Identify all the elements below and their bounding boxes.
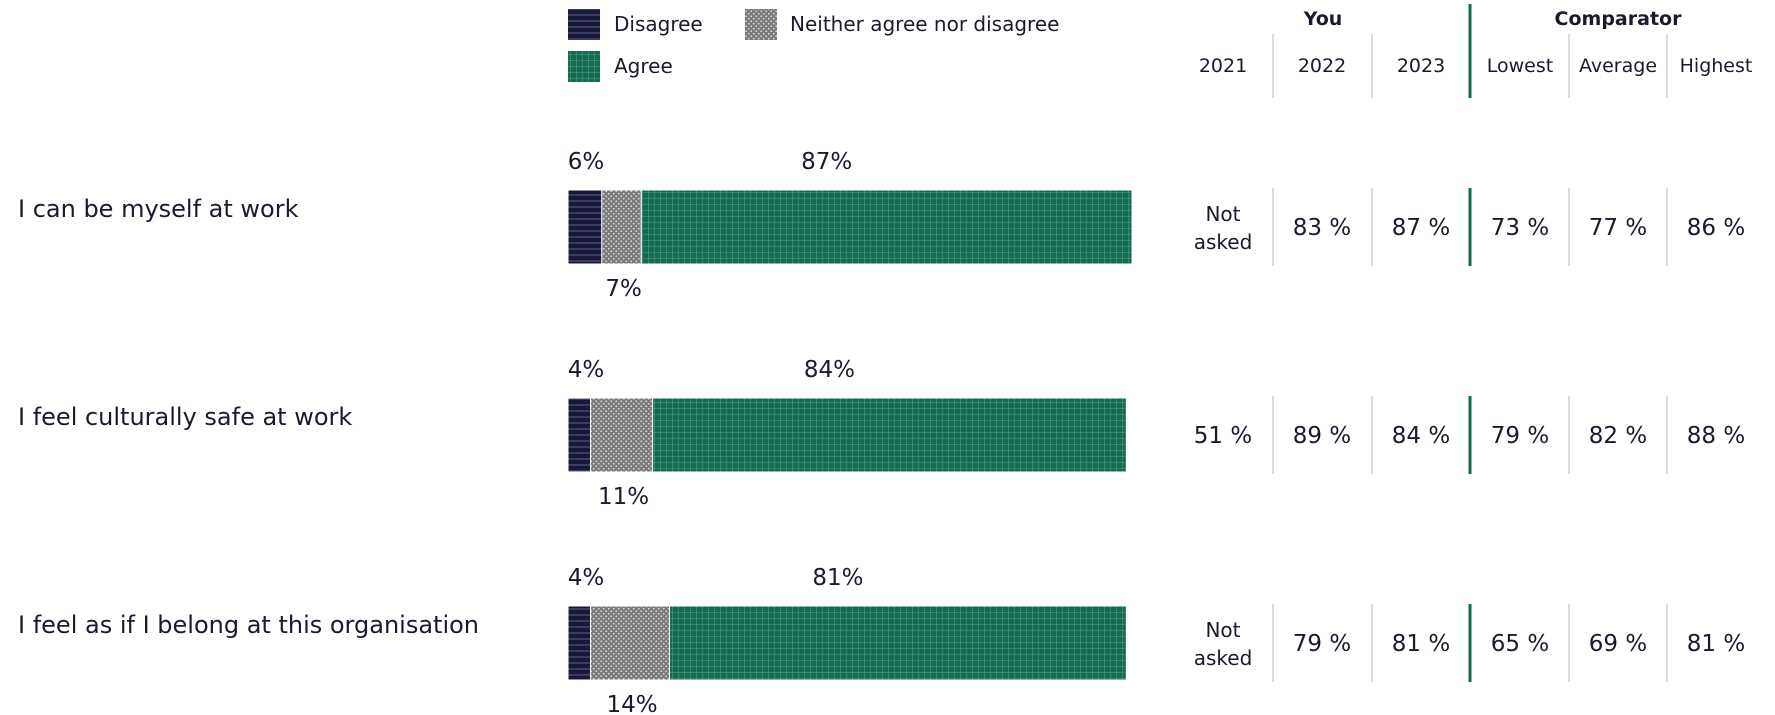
table-cell-y2021: 51 % [1194, 423, 1252, 449]
legend-swatch-disagree [568, 9, 600, 40]
table-cell-lowest: 65 % [1491, 631, 1549, 657]
table-cell-average: 69 % [1589, 631, 1647, 657]
data-label-neither: 14% [606, 692, 657, 715]
data-label-agree: 87% [801, 149, 852, 175]
data-label-neither: 7% [605, 276, 642, 302]
table-cell-y2022: 83 % [1293, 215, 1351, 241]
data-label-neither: 11% [598, 484, 649, 510]
bar-segment-agree [669, 605, 1127, 681]
header-col-highest: Highest [1680, 55, 1753, 77]
header-col-lowest: Lowest [1487, 55, 1553, 77]
table-cell-y2023: 84 % [1392, 423, 1450, 449]
chart-rows: I can be myself at work 6% 87% 7% Not asked 83… [18, 149, 1745, 715]
row-label: I can be myself at work [18, 195, 299, 223]
table-cell-highest: 86 % [1687, 215, 1745, 241]
bar-segment-neither [590, 397, 654, 473]
bar-segment-agree [652, 397, 1127, 473]
table-cell-y2023: 87 % [1392, 215, 1450, 241]
table-cell-lowest: 73 % [1491, 215, 1549, 241]
table-cell-not-asked: asked [1194, 230, 1253, 254]
data-label-agree: 84% [804, 357, 855, 383]
table-cell-not-asked: Not [1205, 618, 1240, 642]
table-cell-y2022: 79 % [1293, 631, 1351, 657]
bar-segment-neither [601, 189, 642, 265]
header-col-2021: 2021 [1199, 55, 1247, 77]
header-col-2023: 2023 [1397, 55, 1445, 77]
header-comparator: Comparator [1555, 8, 1683, 30]
table-cell-average: 77 % [1589, 215, 1647, 241]
header-col-average: Average [1579, 55, 1657, 77]
table-cell-not-asked: asked [1194, 646, 1253, 670]
row-label: I feel culturally safe at work [18, 403, 352, 431]
data-label-disagree: 4% [568, 565, 605, 591]
legend-label-disagree: Disagree [614, 12, 703, 36]
table-cell-y2022: 89 % [1293, 423, 1351, 449]
bar-segment-disagree [567, 189, 603, 265]
bar-segment-neither [590, 605, 671, 681]
bar-segment-agree [640, 189, 1133, 265]
header-col-2022: 2022 [1298, 55, 1346, 77]
table-cell-y2023: 81 % [1392, 631, 1450, 657]
legend: Disagree Neither agree nor disagree Agre… [568, 9, 1059, 82]
row-label: I feel as if I belong at this organisati… [18, 611, 479, 639]
data-label-disagree: 4% [568, 357, 605, 383]
legend-label-neither: Neither agree nor disagree [790, 12, 1059, 36]
data-label-agree: 81% [812, 565, 863, 591]
header-you: You [1303, 8, 1343, 30]
bar-segment-disagree [567, 605, 592, 681]
legend-swatch-agree [568, 51, 600, 82]
table-header: You Comparator 2021 2022 2023 Lowest Ave… [1199, 4, 1753, 98]
data-label-disagree: 6% [568, 149, 605, 175]
bar-segment-disagree [567, 397, 592, 473]
table-cell-highest: 81 % [1687, 631, 1745, 657]
legend-swatch-neither [745, 9, 777, 40]
legend-label-agree: Agree [614, 54, 673, 78]
table-cell-not-asked: Not [1205, 202, 1240, 226]
table-cell-lowest: 79 % [1491, 423, 1549, 449]
table-cell-highest: 88 % [1687, 423, 1745, 449]
table-cell-average: 82 % [1589, 423, 1647, 449]
